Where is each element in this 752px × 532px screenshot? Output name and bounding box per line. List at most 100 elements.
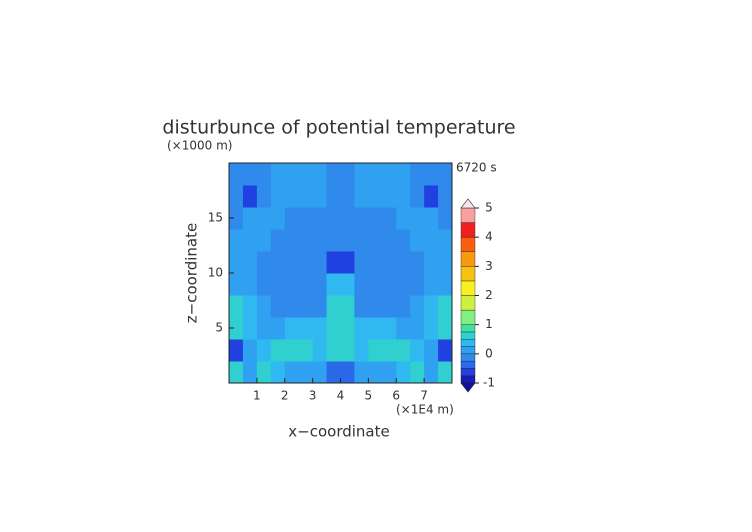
field-cell	[326, 361, 341, 384]
field-cell	[382, 339, 397, 362]
colorbar-segment	[460, 375, 476, 384]
y-axis-label: z−coordinate	[183, 223, 201, 323]
colorbar-segment	[460, 207, 476, 223]
field-cell	[410, 229, 425, 252]
colorbar-segment	[460, 266, 476, 282]
x-unit: (×1E4 m)	[396, 403, 454, 417]
field-cell	[368, 251, 383, 274]
colorbar-segment	[460, 251, 476, 267]
field-cell	[312, 207, 328, 230]
field-cell	[270, 273, 286, 296]
field-cell	[284, 295, 300, 318]
field-cell	[382, 295, 397, 318]
y-tick-label: 15	[208, 211, 223, 225]
colorbar-segment	[460, 339, 476, 347]
colorbar-segment	[460, 331, 476, 340]
field-cell	[298, 185, 314, 208]
field-cell	[368, 185, 383, 208]
field-cell	[438, 229, 453, 252]
field-cell	[354, 317, 369, 340]
colorbar-segment	[460, 353, 476, 362]
field-cell	[438, 295, 453, 318]
field-cell	[340, 163, 355, 186]
field-cell	[326, 229, 341, 252]
field-cell	[438, 317, 453, 340]
x-tick-label: 1	[253, 389, 261, 403]
field-cell	[242, 163, 258, 186]
field-cell	[368, 317, 383, 340]
y-tick-label: 5	[215, 321, 223, 335]
field-cell	[270, 229, 286, 252]
field-cell	[410, 339, 425, 362]
colorbar-tick-label: 2	[485, 288, 493, 302]
field-cell	[410, 251, 425, 274]
field-cell	[396, 185, 411, 208]
field-cell	[354, 339, 369, 362]
field-cell	[354, 229, 369, 252]
field-cell	[270, 207, 286, 230]
field-cell	[229, 207, 244, 230]
field-cell	[382, 361, 397, 384]
field-cell	[242, 185, 258, 208]
field-cell	[229, 163, 244, 186]
colorbar-tick-label: 1	[485, 317, 493, 331]
field-cell	[382, 229, 397, 252]
field-cell	[312, 185, 328, 208]
field-cell	[270, 295, 286, 318]
field-cell	[438, 163, 453, 186]
field-cell	[256, 295, 272, 318]
field-cell	[354, 185, 369, 208]
field-cell	[368, 295, 383, 318]
field-cell	[284, 229, 300, 252]
field-cell	[424, 361, 439, 384]
colorbar-tick-label: 3	[485, 259, 493, 273]
field-cell	[410, 295, 425, 318]
field-cell	[438, 339, 453, 362]
field-cell	[298, 317, 314, 340]
field-cell	[229, 295, 244, 318]
field-cell	[229, 317, 244, 340]
field-cell	[340, 295, 355, 318]
field-cell	[438, 361, 453, 384]
time-label: 6720 s	[456, 161, 497, 175]
y-unit: (×1000 m)	[167, 139, 232, 153]
field-cell	[229, 251, 244, 274]
field-cell	[354, 295, 369, 318]
field-cell	[424, 339, 439, 362]
field-cell	[424, 207, 439, 230]
field-cell	[270, 317, 286, 340]
field-cell	[298, 251, 314, 274]
field-cell	[396, 207, 411, 230]
field-cell	[382, 163, 397, 186]
field-cell	[326, 185, 341, 208]
field-cell	[340, 361, 355, 384]
colorbar-segment	[460, 324, 476, 333]
field-cell	[340, 317, 355, 340]
field-cell	[424, 229, 439, 252]
field-cell	[298, 361, 314, 384]
field-cell	[382, 251, 397, 274]
field-cell	[326, 317, 341, 340]
field-cell	[326, 273, 341, 296]
x-tick-label: 4	[337, 389, 345, 403]
field-cell	[284, 317, 300, 340]
field-cell	[368, 273, 383, 296]
field-cell	[368, 229, 383, 252]
colorbar-tick-label: -1	[483, 376, 495, 390]
field-cell	[410, 273, 425, 296]
field-cell	[256, 229, 272, 252]
field-cell	[340, 229, 355, 252]
field-cell	[424, 163, 439, 186]
x-tick-label: 6	[392, 389, 400, 403]
field-cell	[354, 273, 369, 296]
field-cell	[424, 185, 439, 208]
field-cell	[284, 339, 300, 362]
x-axis-label: x−coordinate	[288, 423, 389, 441]
field-cell	[242, 207, 258, 230]
field-cell	[340, 251, 355, 274]
field-cell	[242, 361, 258, 384]
field-cell	[382, 317, 397, 340]
field-cell	[410, 317, 425, 340]
colorbar-tick-label: 0	[485, 346, 493, 360]
